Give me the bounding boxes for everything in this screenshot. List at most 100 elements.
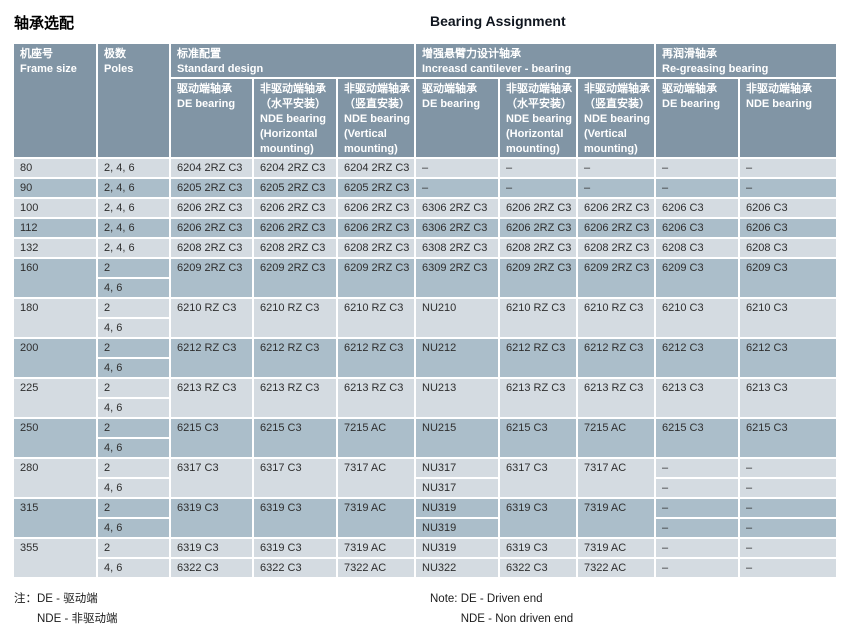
bearing-value-cell-stack: 6212 RZ C3 [578, 339, 654, 377]
bearing-value-cell-stack: NU319 NU322 [416, 539, 498, 577]
bearing-value-cell-stack: 6210 C3 [740, 299, 836, 337]
bearing-value-cell: 6208 2RZ C3 [254, 239, 336, 257]
bearing-value-cell-stack: 6210 RZ C3 [500, 299, 576, 337]
frame-size-cell: 355 [14, 539, 96, 577]
bearing-value-cell: 6209 2RZ C3 [338, 259, 414, 297]
bearing-value-cell: 6319 C3 [171, 499, 252, 537]
bearing-value-cell: 7322 AC [338, 559, 414, 577]
bearing-value-cell-stack: 7317 AC [338, 459, 414, 497]
bearing-value-cell: 6210 RZ C3 [500, 299, 576, 337]
bearing-value-cell: NU212 [416, 339, 498, 377]
header-inc-nde-horizontal: 非驱动端轴承 （水平安装） NDE bearing (Horizontal mo… [500, 79, 576, 157]
bearing-value-cell: – [578, 179, 654, 197]
bearing-value-cell-stack: – [656, 179, 738, 197]
bearing-value-cell: 6215 C3 [254, 419, 336, 457]
bearing-value-cell-stack: 6205 2RZ C3 [338, 179, 414, 197]
bearing-value-cell-stack: 6212 RZ C3 [254, 339, 336, 377]
bearing-value-cell-stack: 6319 C3 6322 C3 [500, 539, 576, 577]
bearing-value-cell: 7319 AC [578, 539, 654, 557]
bearing-value-cell-stack: 6319 C3 6322 C3 [254, 539, 336, 577]
bearing-value-cell-stack: 6206 2RZ C3 [500, 199, 576, 217]
footnote-zh: 注： DE - 驱动端 NDE - 非驱动端 [14, 589, 836, 629]
bearing-value-cell: 7319 AC [578, 499, 654, 537]
bearing-value-cell-stack: 6212 RZ C3 [500, 339, 576, 377]
frame-size-cell: 160 [14, 259, 96, 297]
bearing-value-cell-stack: 6317 C3 [500, 459, 576, 497]
bearing-value-cell-stack: 6215 C3 [254, 419, 336, 457]
poles-cell-stack: 2, 4, 6 [98, 179, 169, 197]
poles-cell: 2 [98, 379, 169, 397]
bearing-value-cell: 6322 C3 [500, 559, 576, 577]
bearing-value-cell-stack: 6306 2RZ C3 [416, 219, 498, 237]
header-group-regreasing: 再润滑轴承 Re-greasing bearing [656, 44, 836, 77]
bearing-value-cell: 6212 RZ C3 [254, 339, 336, 377]
bearing-value-cell-stack: 7319 AC [578, 499, 654, 537]
header-std-de-bearing: 驱动端轴承 DE bearing [171, 79, 252, 157]
bearing-value-cell: 6210 C3 [656, 299, 738, 337]
bearing-value-cell: – [740, 159, 836, 177]
bearing-value-cell-stack: 6308 2RZ C3 [416, 239, 498, 257]
table-row: 132 2, 4, 6 6208 2RZ C3 6208 2RZ C3 6208 2RZ… [14, 239, 836, 257]
page-title-zh: 轴承选配 [14, 15, 75, 32]
frame-size-cell: 280 [14, 459, 96, 497]
bearing-value-cell: NU215 [416, 419, 498, 457]
bearing-value-cell-stack: 6206 2RZ C3 [171, 199, 252, 217]
bearing-value-cell-stack: 6204 2RZ C3 [338, 159, 414, 177]
header-std-nde-horizontal: 非驱动端轴承 （水平安装） NDE bearing (Horizontal mo… [254, 79, 336, 157]
bearing-value-cell: 7317 AC [578, 459, 654, 497]
header-group-standard-design: 标准配置 Standard design [171, 44, 414, 77]
bearing-value-cell: – [740, 479, 836, 497]
bearing-value-cell: 6322 C3 [254, 559, 336, 577]
bearing-value-cell: 6306 2RZ C3 [416, 199, 498, 217]
table-row: 200 2 4, 6 6212 RZ C3 6212 RZ C3 6212 RZ C3 NU… [14, 339, 836, 377]
bearing-value-cell-stack: 6209 2RZ C3 [500, 259, 576, 297]
bearing-value-cell: 7319 AC [338, 499, 414, 537]
bearing-value-cell-stack: 7319 AC 7322 AC [578, 539, 654, 577]
bearing-value-cell: 7215 AC [338, 419, 414, 457]
bearing-value-cell: 6319 C3 [254, 539, 336, 557]
bearing-value-cell: 7317 AC [338, 459, 414, 497]
bearing-value-cell-stack: 6209 2RZ C3 [171, 259, 252, 297]
bearing-value-cell-stack: 6208 2RZ C3 [254, 239, 336, 257]
bearing-value-cell-stack: – [416, 159, 498, 177]
bearing-value-cell-stack: – – [740, 499, 836, 537]
bearing-value-cell: 6209 2RZ C3 [500, 259, 576, 297]
bearing-value-cell-stack: 6317 C3 [171, 459, 252, 497]
bearing-value-cell-stack: 7317 AC [578, 459, 654, 497]
bearing-value-cell-stack: 6215 C3 [656, 419, 738, 457]
bearing-value-cell-stack: – [740, 159, 836, 177]
bearing-value-cell-stack: – [500, 159, 576, 177]
bearing-value-cell-stack: 7319 AC [338, 499, 414, 537]
bearing-value-cell: NU213 [416, 379, 498, 417]
bearing-value-cell-stack: NU319 NU319 [416, 499, 498, 537]
frame-size-cell: 225 [14, 379, 96, 417]
bearing-value-cell-stack: 7319 AC 7322 AC [338, 539, 414, 577]
footnote-zh-text: DE - 驱动端 NDE - 非驱动端 [37, 593, 118, 625]
bearing-value-cell: 6208 2RZ C3 [578, 239, 654, 257]
bearing-value-cell-stack: NU317 NU317 [416, 459, 498, 497]
bearing-value-cell: 6206 C3 [740, 199, 836, 217]
bearing-value-cell: 6208 2RZ C3 [171, 239, 252, 257]
poles-cell: 2, 4, 6 [98, 219, 169, 237]
bearing-value-cell-stack: 6319 C3 [254, 499, 336, 537]
bearing-value-cell: – [740, 519, 836, 537]
table-row: 90 2, 4, 6 6205 2RZ C3 6205 2RZ C3 6205 2RZ … [14, 179, 836, 197]
bearing-value-cell-stack: 6212 RZ C3 [171, 339, 252, 377]
bearing-value-cell: 6210 RZ C3 [338, 299, 414, 337]
bearing-value-cell: 6208 2RZ C3 [338, 239, 414, 257]
bearing-value-cell: 6319 C3 [254, 499, 336, 537]
title-bar: 轴承选配 Bearing Assignment [14, 12, 836, 36]
bearing-value-cell: 6317 C3 [254, 459, 336, 497]
bearing-value-cell: NU210 [416, 299, 498, 337]
table-row: 100 2, 4, 6 6206 2RZ C3 6206 2RZ C3 6206 2RZ… [14, 199, 836, 217]
bearing-value-cell: – [656, 459, 738, 477]
page-title-en: Bearing Assignment [430, 13, 566, 29]
bearing-value-cell-stack: NU215 [416, 419, 498, 457]
bearing-value-cell: 6206 2RZ C3 [338, 219, 414, 237]
bearing-value-cell: – [578, 159, 654, 177]
bearing-value-cell: 6206 2RZ C3 [578, 199, 654, 217]
poles-cell-stack: 2 4, 6 [98, 299, 169, 337]
bearing-value-cell-stack: – [578, 179, 654, 197]
bearing-value-cell: 6213 C3 [656, 379, 738, 417]
bearing-value-cell-stack: 6213 RZ C3 [500, 379, 576, 417]
